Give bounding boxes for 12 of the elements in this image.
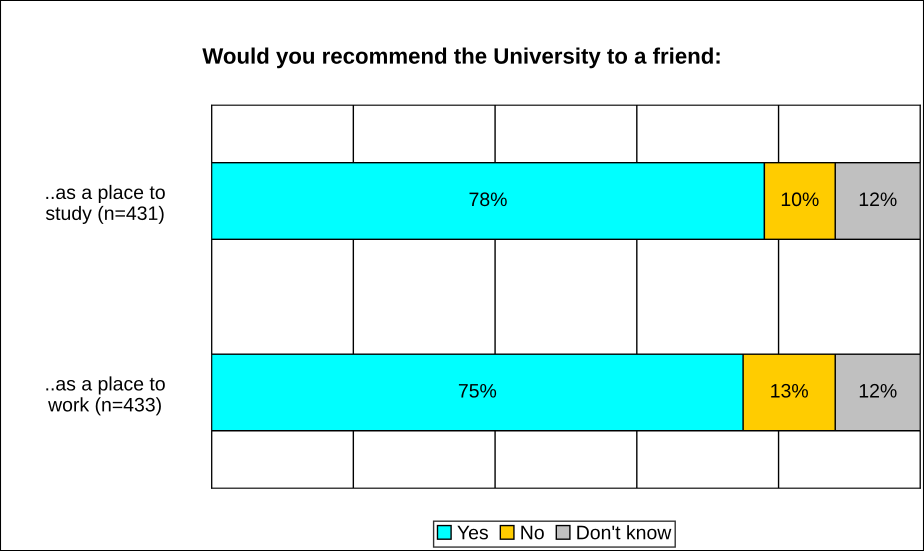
data-label: 12% (860, 192, 897, 206)
data-label: 78% (470, 192, 507, 206)
data-label: 13% (771, 384, 808, 398)
data-label: 10% (782, 192, 819, 206)
data-label: 12% (860, 384, 897, 398)
y-tick-label: ..as a place to work (n=433) (46, 376, 165, 416)
y-tick-label: ..as a place to study (n=431) (46, 184, 165, 224)
legend-label: Don't know (577, 525, 672, 540)
data-label: 75% (458, 384, 496, 398)
legend-label: No (521, 526, 544, 540)
chart-title: Would you recommend the University to a friend: (202, 47, 720, 68)
legend-label: Yes (457, 526, 488, 540)
